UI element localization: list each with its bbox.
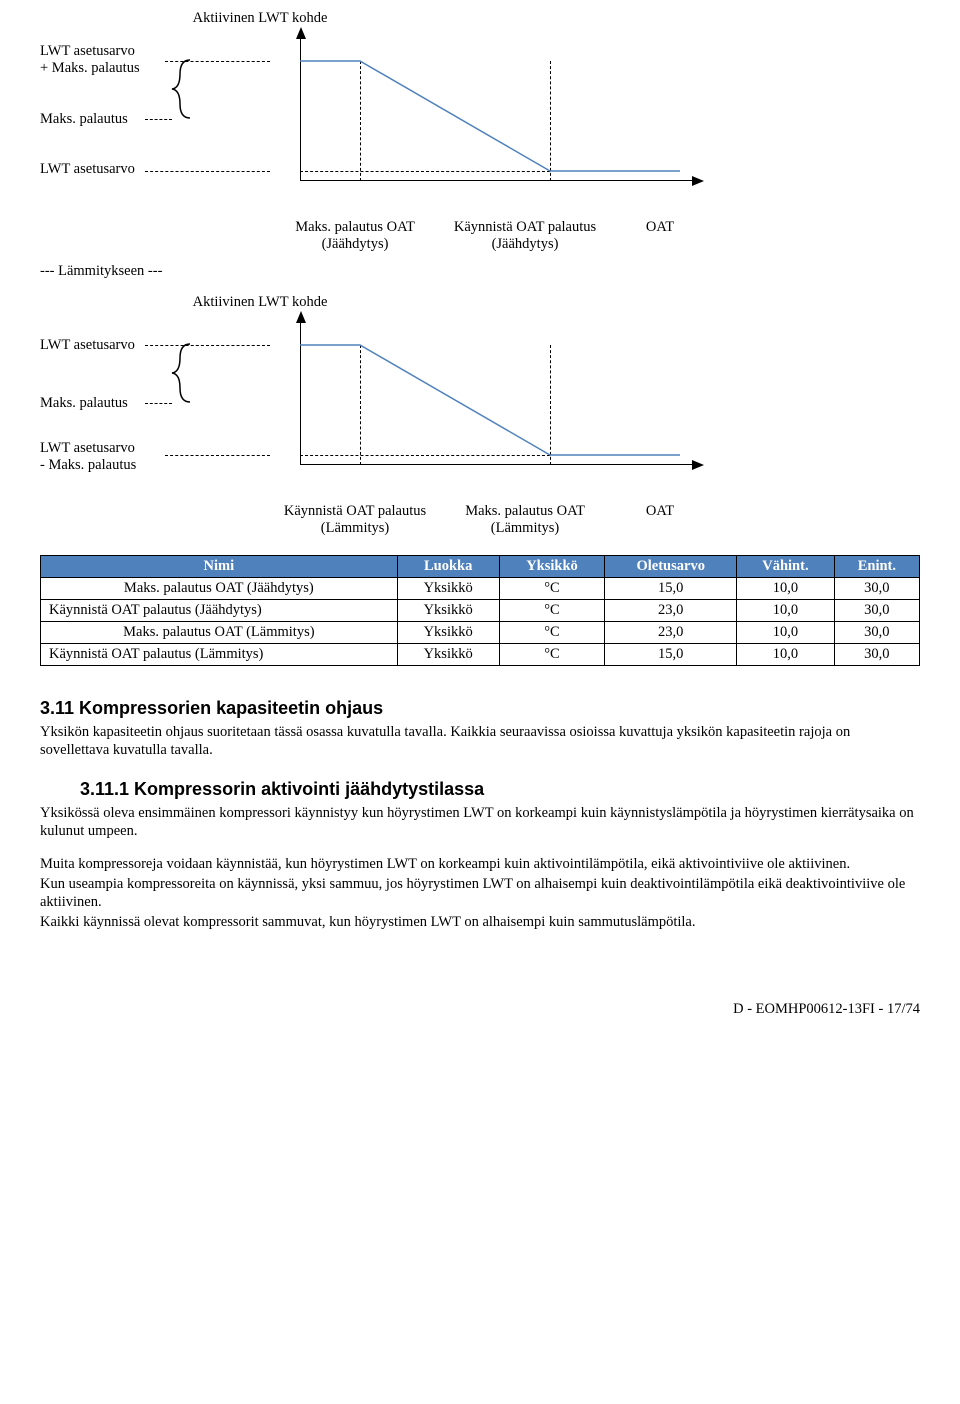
page-footer: D - EOMHP00612-13FI - 17/74: [40, 1001, 920, 1018]
table-cell: °C: [499, 600, 605, 622]
xlabel2-0: Käynnistä OAT palautus (Lämmitys): [270, 503, 440, 537]
table-cell: 30,0: [834, 578, 919, 600]
table-cell: °C: [499, 578, 605, 600]
th-3: Oletusarvo: [605, 556, 737, 578]
xlabel-0: Maks. palautus OAT (Jäähdytys): [270, 219, 440, 253]
table-cell: °C: [499, 644, 605, 666]
table-cell: Maks. palautus OAT (Lämmitys): [41, 622, 398, 644]
ylabel-1: Maks. palautus: [40, 111, 128, 128]
table-cell: 30,0: [834, 600, 919, 622]
xlabel2-1: Maks. palautus OAT (Lämmitys): [440, 503, 610, 537]
chart1-line: [270, 31, 700, 211]
th-2: Yksikkö: [499, 556, 605, 578]
th-4: Vähint.: [737, 556, 835, 578]
table-cell: 30,0: [834, 622, 919, 644]
table-cell: 23,0: [605, 622, 737, 644]
table-cell: Yksikkö: [397, 600, 499, 622]
chart2-title: Aktiivinen LWT kohde: [160, 294, 360, 311]
table-row: Käynnistä OAT palautus (Jäähdytys)Yksikk…: [41, 600, 920, 622]
table-cell: 10,0: [737, 578, 835, 600]
chart1-xlabels: Maks. palautus OAT (Jäähdytys) Käynnistä…: [40, 219, 920, 253]
table-cell: Yksikkö: [397, 622, 499, 644]
table-row: Käynnistä OAT palautus (Lämmitys)Yksikkö…: [41, 644, 920, 666]
table-cell: °C: [499, 622, 605, 644]
table-cell: 10,0: [737, 644, 835, 666]
table-cell: 10,0: [737, 600, 835, 622]
xlabel-2: OAT: [610, 219, 710, 253]
table-cell: 10,0: [737, 622, 835, 644]
ylabel2-1: Maks. palautus: [40, 395, 128, 412]
table-cell: 30,0: [834, 644, 919, 666]
section-3111-p4: Kaikki käynnissä olevat kompressorit sam…: [40, 913, 920, 931]
table-cell: Yksikkö: [397, 644, 499, 666]
th-0: Nimi: [41, 556, 398, 578]
xlabel2-2: OAT: [610, 503, 710, 537]
table-cell: 15,0: [605, 578, 737, 600]
table-row: Maks. palautus OAT (Jäähdytys)Yksikkö°C1…: [41, 578, 920, 600]
table-cell: Yksikkö: [397, 578, 499, 600]
table-cell: Käynnistä OAT palautus (Jäähdytys): [41, 600, 398, 622]
param-table: Nimi Luokka Yksikkö Oletusarvo Vähint. E…: [40, 555, 920, 666]
th-5: Enint.: [834, 556, 919, 578]
table-cell: Maks. palautus OAT (Jäähdytys): [41, 578, 398, 600]
section-311-body: Yksikön kapasiteetin ohjaus suoritetaan …: [40, 723, 920, 759]
chart1-title: Aktiivinen LWT kohde: [160, 10, 360, 27]
ylabel2-0: LWT asetusarvo: [40, 337, 135, 354]
section-3111-heading: 3.11.1 Kompressorin aktivointi jäähdytys…: [80, 779, 920, 800]
brace-icon: [170, 58, 194, 121]
brace-icon-2: [170, 342, 194, 405]
chart2-line: [270, 315, 700, 495]
table-cell: Käynnistä OAT palautus (Lämmitys): [41, 644, 398, 666]
chart1-ylabels: LWT asetusarvo+ Maks. palautus Maks. pal…: [40, 31, 270, 211]
xlabel-1: Käynnistä OAT palautus (Jäähdytys): [440, 219, 610, 253]
chart2-ylabels: LWT asetusarvo Maks. palautus LWT asetus…: [40, 315, 270, 495]
heating-divider: --- Lämmitykseen ---: [40, 263, 920, 280]
section-3111-p1: Yksikössä oleva ensimmäinen kompressori …: [40, 804, 920, 840]
section-3111-p2: Muita kompressoreja voidaan käynnistää, …: [40, 855, 920, 873]
ylabel-0: LWT asetusarvo+ Maks. palautus: [40, 43, 140, 77]
table-cell: 23,0: [605, 600, 737, 622]
table-header-row: Nimi Luokka Yksikkö Oletusarvo Vähint. E…: [41, 556, 920, 578]
chart1: LWT asetusarvo+ Maks. palautus Maks. pal…: [40, 31, 920, 211]
ylabel-2: LWT asetusarvo: [40, 161, 135, 178]
ylabel2-2: LWT asetusarvo - Maks. palautus: [40, 440, 136, 474]
section-3111-p3: Kun useampia kompressoreita on käynnissä…: [40, 875, 920, 911]
section-311-heading: 3.11 Kompressorien kapasiteetin ohjaus: [40, 698, 920, 719]
table-row: Maks. palautus OAT (Lämmitys)Yksikkö°C23…: [41, 622, 920, 644]
chart2: LWT asetusarvo Maks. palautus LWT asetus…: [40, 315, 920, 495]
chart2-xlabels: Käynnistä OAT palautus (Lämmitys) Maks. …: [40, 503, 920, 537]
th-1: Luokka: [397, 556, 499, 578]
table-cell: 15,0: [605, 644, 737, 666]
